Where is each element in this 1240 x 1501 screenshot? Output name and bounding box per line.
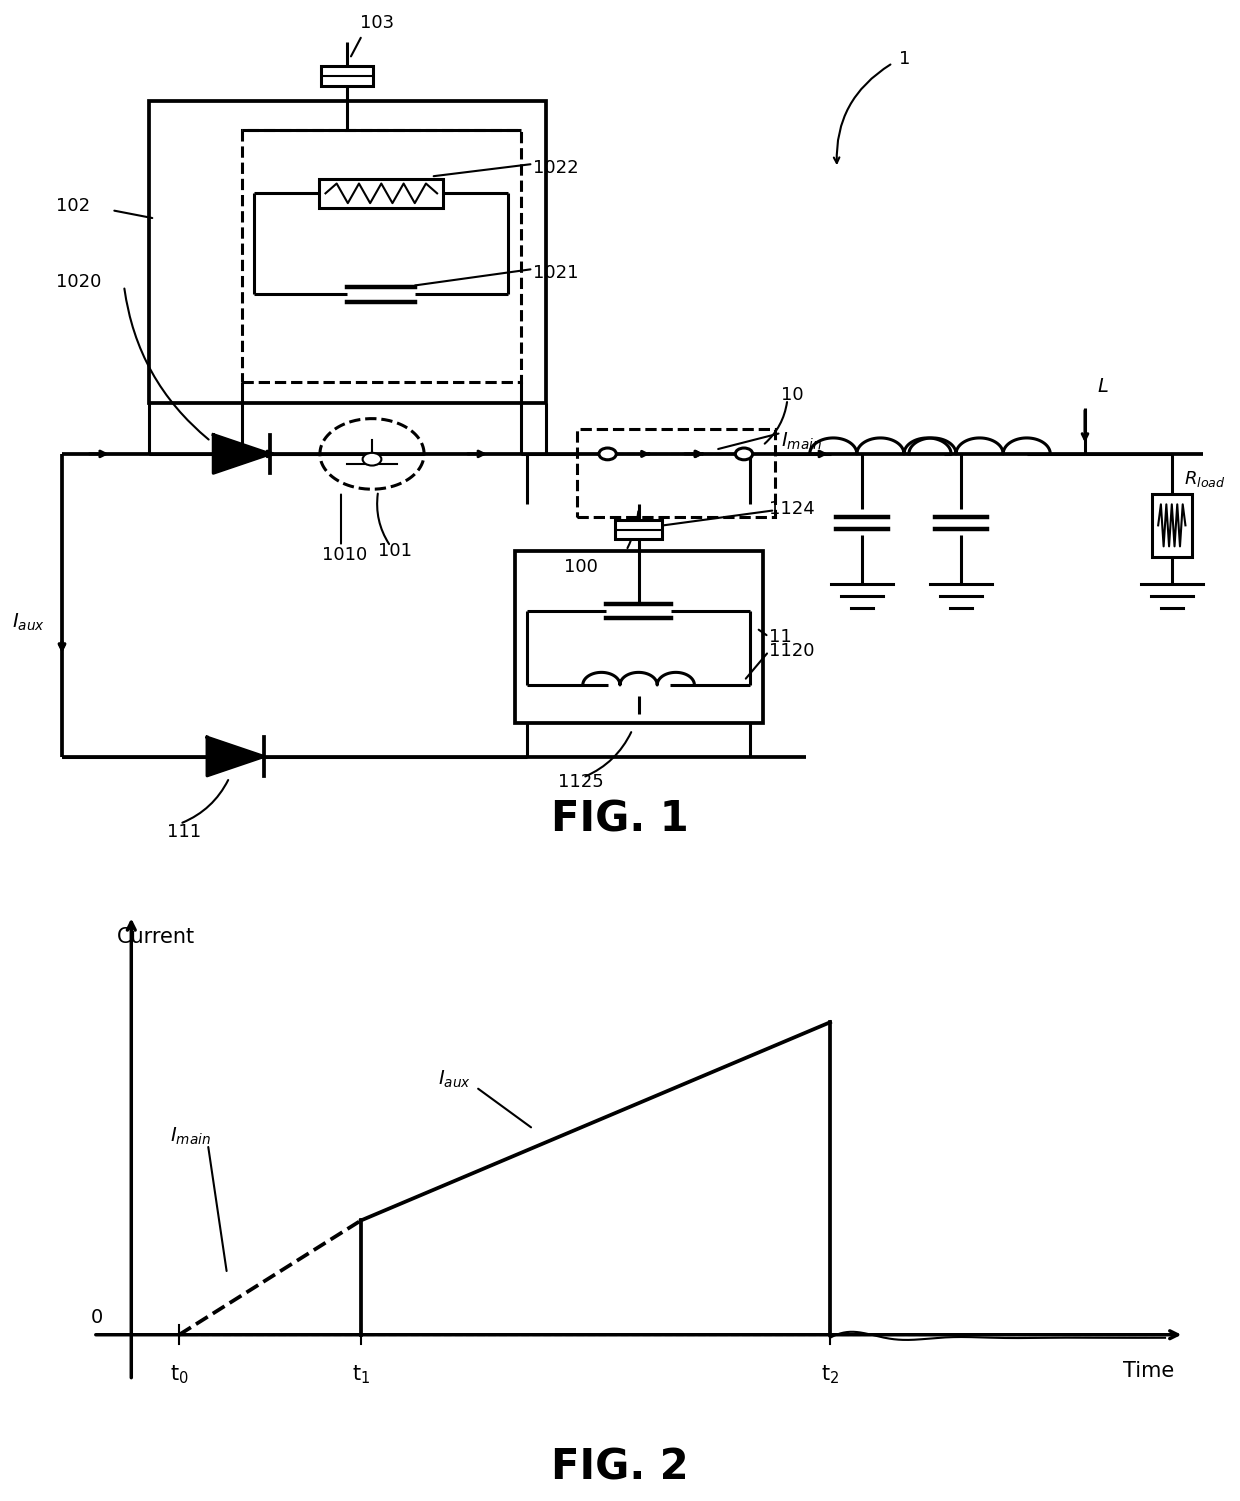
Text: FIG. 1: FIG. 1 — [551, 799, 689, 841]
Circle shape — [735, 447, 753, 459]
Text: 0: 0 — [91, 1307, 103, 1327]
Text: 1010: 1010 — [322, 546, 367, 564]
Text: 1: 1 — [899, 50, 910, 68]
Text: t$_2$: t$_2$ — [821, 1363, 839, 1385]
Text: $I_{main}$: $I_{main}$ — [170, 1126, 211, 1147]
Circle shape — [599, 447, 616, 459]
Text: 102: 102 — [56, 197, 91, 215]
Text: 103: 103 — [360, 14, 394, 32]
Bar — [149, 101, 546, 404]
Bar — [515, 551, 763, 723]
Text: Current: Current — [117, 928, 195, 947]
Text: t$_0$: t$_0$ — [170, 1363, 188, 1385]
Text: 111: 111 — [167, 823, 202, 841]
Text: t$_1$: t$_1$ — [352, 1363, 371, 1385]
Bar — [320, 179, 444, 209]
Text: 1120: 1120 — [769, 642, 815, 660]
Text: 10: 10 — [781, 386, 804, 404]
Text: 1020: 1020 — [56, 273, 102, 291]
Text: $I_{aux}$: $I_{aux}$ — [12, 611, 46, 632]
Bar — [321, 66, 373, 86]
Text: 1022: 1022 — [533, 159, 579, 177]
Bar — [615, 521, 662, 539]
Text: Time: Time — [1123, 1361, 1174, 1381]
Text: 1021: 1021 — [533, 264, 579, 282]
Text: 1124: 1124 — [769, 500, 815, 518]
Circle shape — [362, 453, 382, 465]
Text: $R_{load}$: $R_{load}$ — [1184, 470, 1225, 489]
Text: 1125: 1125 — [558, 773, 604, 791]
Bar — [242, 131, 521, 383]
Text: $I_{aux}$: $I_{aux}$ — [438, 1069, 470, 1090]
Text: 11: 11 — [769, 627, 791, 645]
Text: FIG. 2: FIG. 2 — [552, 1447, 688, 1489]
Text: 100: 100 — [564, 558, 598, 576]
Bar — [1152, 494, 1192, 557]
Polygon shape — [207, 737, 264, 776]
Text: L: L — [1097, 377, 1109, 396]
Text: 101: 101 — [378, 542, 412, 560]
Polygon shape — [213, 435, 270, 473]
Text: $I_{main}$: $I_{main}$ — [781, 431, 822, 452]
Bar — [577, 429, 775, 516]
